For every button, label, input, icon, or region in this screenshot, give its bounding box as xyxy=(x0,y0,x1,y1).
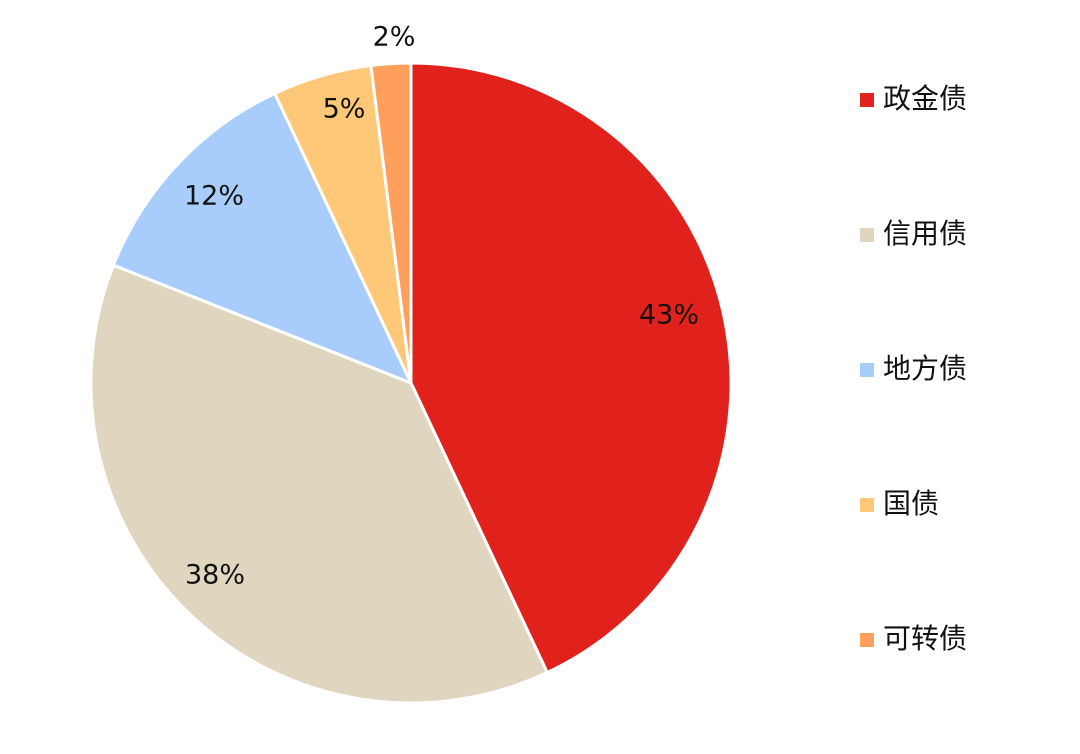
legend-swatch-xinyongzhai xyxy=(860,228,874,242)
pie-slice-difangzhai xyxy=(111,91,413,385)
slice-labels: 43% 38% 12% 5% 2% xyxy=(184,22,699,591)
pie-slice-zhengjinzhai xyxy=(409,61,733,675)
legend-item-xinyongzhai: 信用债 xyxy=(860,217,967,250)
legend-item-kezhuanzhai: 可转债 xyxy=(860,622,967,655)
slice-label-xinyongzhai: 38% xyxy=(185,560,245,591)
legend-swatch-difangzhai xyxy=(860,363,874,377)
pie-slice-kezhuanzhai xyxy=(369,61,413,385)
legend-swatch-zhengjinzhai xyxy=(860,93,874,107)
legend-label-zhengjinzhai: 政金债 xyxy=(883,82,967,115)
legend-swatch-guozhai xyxy=(860,498,874,512)
slice-label-zhengjinzhai: 43% xyxy=(639,300,699,331)
slice-label-difangzhai: 12% xyxy=(184,181,244,212)
legend-item-zhengjinzhai: 政金债 xyxy=(860,82,967,115)
legend-label-guozhai: 国债 xyxy=(883,487,939,520)
slice-label-kezhuanzhai: 2% xyxy=(373,22,416,53)
legend-label-difangzhai: 地方债 xyxy=(883,352,967,385)
pie-slices xyxy=(89,61,733,705)
pie-slice-xinyongzhai xyxy=(89,263,549,705)
legend-swatch-kezhuanzhai xyxy=(860,633,874,647)
slice-label-guozhai: 5% xyxy=(323,94,366,125)
legend-label-kezhuanzhai: 可转债 xyxy=(883,622,967,655)
legend-item-difangzhai: 地方债 xyxy=(860,352,967,385)
legend-item-guozhai: 国债 xyxy=(860,487,939,520)
legend-label-xinyongzhai: 信用债 xyxy=(883,217,967,250)
